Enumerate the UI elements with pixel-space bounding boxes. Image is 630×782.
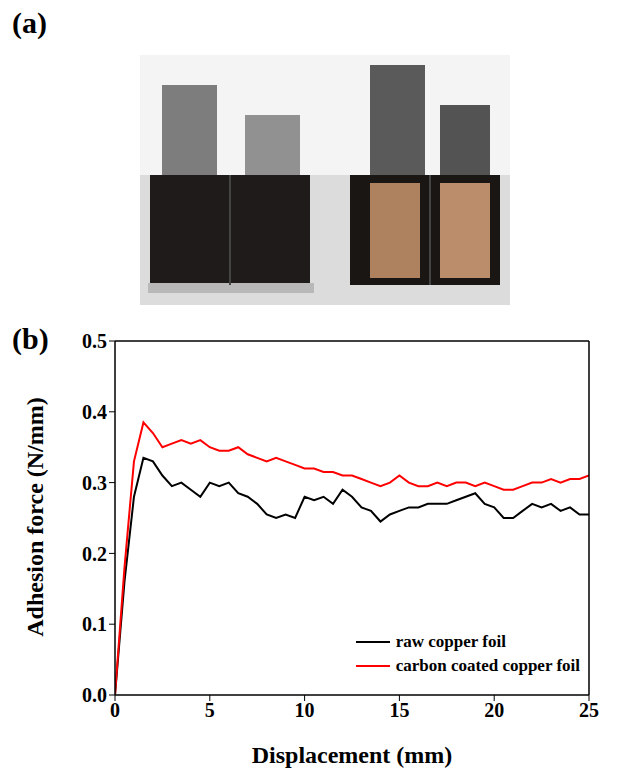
html-text:raw copper foil: raw copper foil xyxy=(395,632,506,651)
svg-text:20: 20 xyxy=(484,699,504,721)
svg-text:0.0: 0.0 xyxy=(82,684,107,706)
html-text:(a): (a) xyxy=(12,6,47,39)
svg-text:5: 5 xyxy=(205,699,215,721)
html-text:(b): (b) xyxy=(12,322,49,355)
svg-text:10: 10 xyxy=(295,699,315,721)
svg-text:15: 15 xyxy=(389,699,409,721)
svg-text:0.2: 0.2 xyxy=(82,543,107,565)
svg-text:0.4: 0.4 xyxy=(82,401,107,423)
svg-text:25: 25 xyxy=(579,699,599,721)
html-text:carbon coated copper foil: carbon coated copper foil xyxy=(395,656,580,675)
html-text:Adhesion force (N/mm): Adhesion force (N/mm) xyxy=(21,397,48,637)
svg-text:0: 0 xyxy=(110,699,120,721)
svg-text:Displacement (mm): Displacement (mm) xyxy=(252,742,453,768)
svg-text:0.5: 0.5 xyxy=(82,330,107,352)
svg-text:0.1: 0.1 xyxy=(82,613,107,635)
svg-text:0.3: 0.3 xyxy=(82,472,107,494)
